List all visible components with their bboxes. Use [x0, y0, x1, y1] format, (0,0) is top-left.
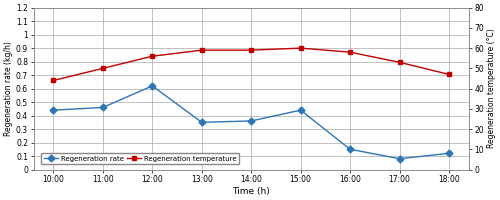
Regeneration temperature	[100, 67, 106, 70]
Regeneration temperature	[446, 73, 452, 76]
Regeneration temperature	[198, 49, 204, 51]
Regeneration temperature	[298, 47, 304, 49]
Regeneration temperature	[150, 55, 156, 57]
Regeneration rate	[150, 85, 156, 87]
Legend: Regeneration rate, Regeneration temperature: Regeneration rate, Regeneration temperat…	[42, 153, 239, 164]
Regeneration rate	[347, 148, 353, 150]
Line: Regeneration temperature: Regeneration temperature	[51, 46, 452, 83]
Regeneration rate	[446, 152, 452, 155]
Regeneration rate	[50, 109, 56, 111]
Line: Regeneration rate: Regeneration rate	[51, 83, 452, 161]
Regeneration temperature	[248, 49, 254, 51]
Regeneration temperature	[50, 79, 56, 82]
Regeneration rate	[248, 120, 254, 122]
Y-axis label: Regeneration rate (kg/h): Regeneration rate (kg/h)	[4, 41, 13, 136]
Regeneration rate	[100, 106, 106, 109]
Regeneration rate	[198, 121, 204, 123]
Regeneration rate	[396, 158, 402, 160]
Regeneration temperature	[396, 61, 402, 63]
Regeneration temperature	[347, 51, 353, 53]
X-axis label: Time (h): Time (h)	[232, 187, 270, 196]
Regeneration rate	[298, 109, 304, 111]
Y-axis label: Regeneration temperature (°C): Regeneration temperature (°C)	[487, 29, 496, 148]
